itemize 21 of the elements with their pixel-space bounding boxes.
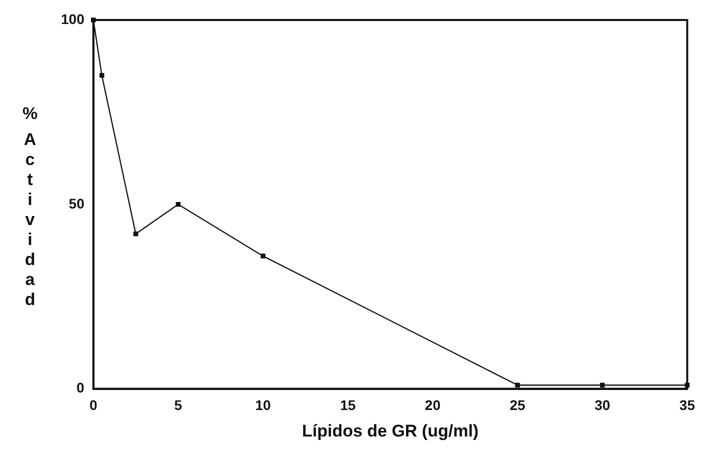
x-tick-label: 0 [89, 397, 98, 414]
y-tick-label: 0 [76, 380, 85, 396]
x-tick-label: 30 [594, 397, 610, 414]
point [684, 382, 690, 388]
point [99, 72, 104, 78]
x-axis-title: Lípidos de GR (ug/ml) [302, 421, 479, 440]
x-tick-label: 15 [340, 397, 356, 414]
point [260, 254, 266, 258]
point [600, 382, 605, 388]
point [133, 232, 138, 236]
point [90, 18, 96, 22]
x-tick-label: 10 [255, 397, 272, 414]
x-tick-label: 5 [174, 397, 182, 414]
point [515, 382, 520, 388]
text: % Actividad [22, 104, 38, 310]
x-tick-label: 20 [424, 397, 441, 414]
y-tick-label: 50 [68, 195, 85, 212]
y-tick-label: 100 [61, 10, 85, 27]
point [176, 202, 181, 207]
x-tick-label: 35 [679, 397, 696, 414]
x-tick-label: 25 [510, 397, 526, 414]
